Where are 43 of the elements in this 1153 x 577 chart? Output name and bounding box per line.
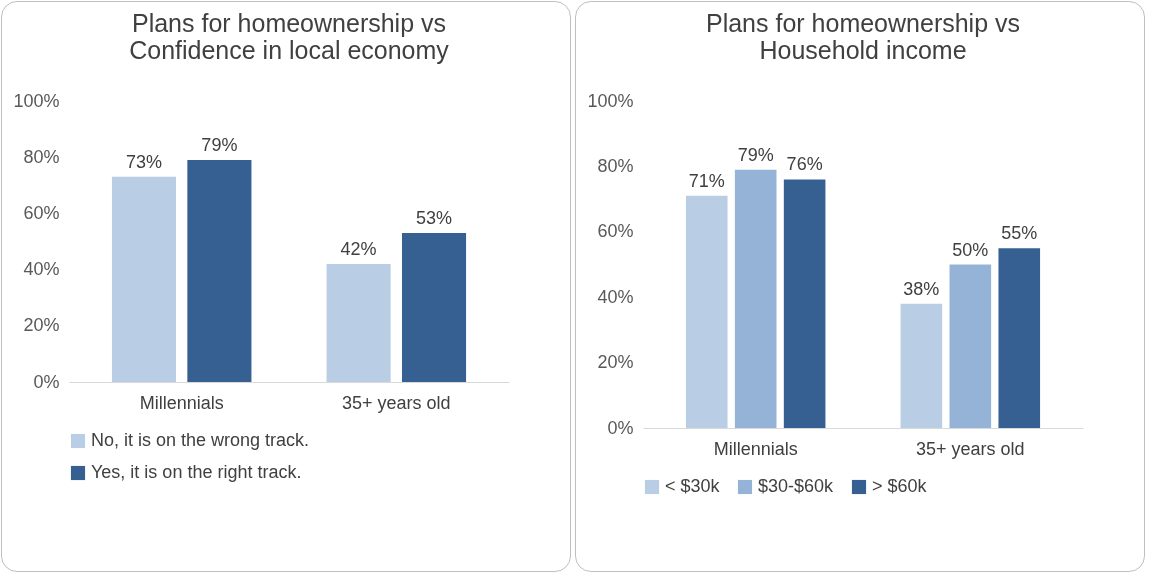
y-tick-label: 0% — [33, 371, 60, 392]
legend-label: Yes, it is on the right track. — [91, 462, 302, 482]
data-label: 53% — [416, 208, 453, 229]
y-tick-label: 20% — [597, 352, 634, 373]
chart-title: Plans for homeownership vs Household income — [705, 9, 1021, 64]
x-tick-label: 35+ years old — [916, 438, 1025, 459]
bar — [900, 303, 943, 428]
x-tick-label: 35+ years old — [342, 392, 451, 413]
data-label: 79% — [201, 135, 238, 156]
data-label: 71% — [688, 170, 725, 191]
bar — [998, 248, 1041, 428]
legend-label: > $60k — [872, 476, 928, 496]
bar — [401, 233, 467, 382]
y-tick-label: 20% — [23, 315, 60, 336]
data-label: 50% — [952, 239, 989, 260]
data-label: 73% — [125, 151, 162, 172]
legend-label: $30-$60k — [758, 476, 835, 496]
y-tick-label: 80% — [597, 155, 634, 176]
y-tick-label: 60% — [597, 221, 634, 242]
data-label: 55% — [1001, 223, 1038, 244]
data-label: 38% — [903, 278, 940, 299]
data-label: 76% — [786, 154, 823, 175]
bar — [187, 160, 252, 382]
data-label: 42% — [340, 238, 377, 259]
bar — [734, 169, 777, 428]
bar — [685, 195, 728, 428]
y-tick-label: 0% — [607, 417, 634, 438]
bar — [111, 176, 177, 382]
data-label: 79% — [737, 144, 774, 165]
y-tick-label: 60% — [23, 202, 60, 223]
legend-label: < $30k — [665, 476, 721, 496]
bar — [783, 179, 826, 428]
y-tick-label: 100% — [13, 90, 60, 111]
y-tick-label: 40% — [597, 286, 634, 307]
y-tick-label: 100% — [587, 90, 634, 111]
x-tick-label: Millennials — [139, 392, 224, 413]
bar — [326, 263, 391, 382]
chart-title: Plans for homeownership vs Confidence in local economy — [129, 9, 450, 64]
bar — [949, 264, 992, 428]
y-tick-label: 40% — [23, 259, 60, 280]
y-tick-label: 80% — [23, 146, 60, 167]
x-tick-label: Millennials — [713, 438, 798, 459]
legend-label: No, it is on the wrong track. — [91, 430, 310, 450]
